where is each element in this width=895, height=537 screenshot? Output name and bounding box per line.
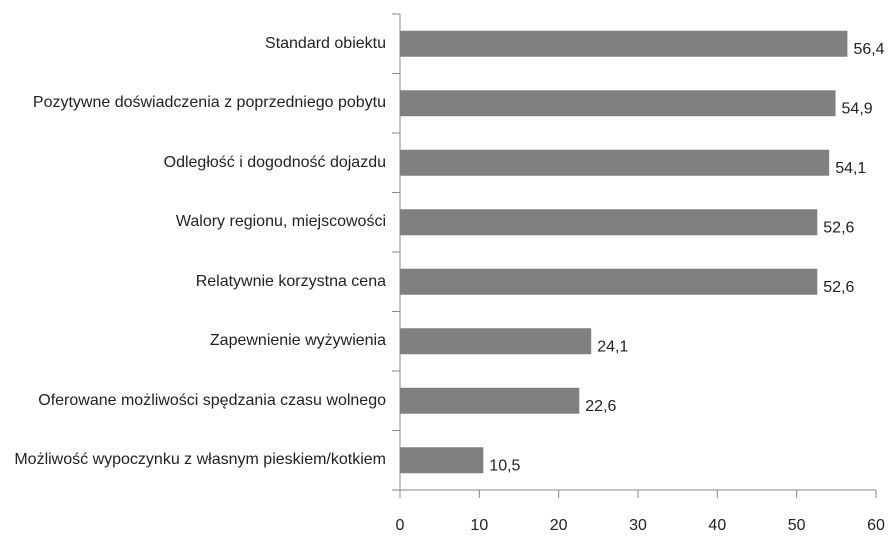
category-label: Możliwość wypoczynku z własnym pieskiem/…: [14, 451, 386, 469]
x-tick-label: 0: [396, 517, 405, 534]
x-tick-label: 30: [629, 517, 647, 534]
category-label: Odległość i dogodność dojazdu: [163, 153, 386, 171]
value-label: 22,6: [585, 398, 616, 415]
x-tick-label: 50: [788, 517, 806, 534]
value-label: 54,1: [835, 160, 866, 177]
bar: [400, 90, 836, 117]
category-label: Zapewnienie wyżywienia: [209, 332, 386, 350]
value-label: 52,6: [823, 219, 854, 236]
value-label: 24,1: [597, 338, 628, 355]
category-label: Standard obiektu: [265, 34, 386, 52]
bar: [400, 209, 818, 236]
value-label: 54,9: [842, 100, 873, 117]
category-label: Pozytywne doświadczenia z poprzedniego p…: [32, 94, 386, 112]
x-tick-label: 10: [470, 517, 488, 534]
value-label: 10,5: [489, 457, 520, 474]
value-label: 52,6: [823, 279, 854, 296]
bar: [400, 268, 818, 295]
value-label: 56,4: [853, 41, 884, 58]
bar: [400, 328, 592, 355]
x-tick-label: 20: [550, 517, 568, 534]
x-tick-label: 60: [867, 517, 885, 534]
bar: [400, 149, 830, 176]
x-tick-label: 40: [708, 517, 726, 534]
bar: [400, 447, 484, 474]
category-label: Relatywnie korzystna cena: [195, 272, 386, 290]
category-label: Oferowane możliwości spędzania czasu wol…: [38, 391, 386, 409]
bar: [400, 387, 580, 414]
bar: [400, 30, 848, 57]
category-label: Walory regionu, miejscowości: [175, 213, 386, 231]
